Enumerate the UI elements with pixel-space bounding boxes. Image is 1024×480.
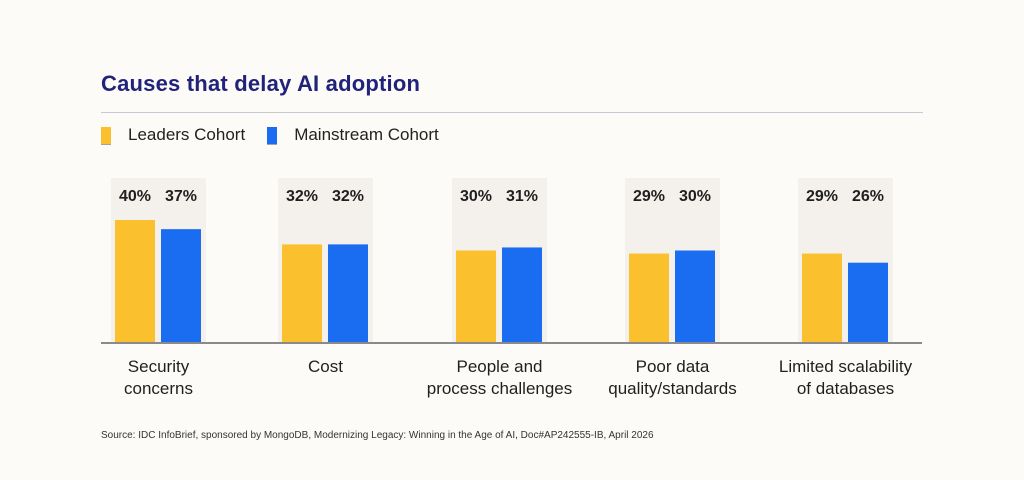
bar-mainstream xyxy=(848,262,888,342)
category-label: Security xyxy=(128,357,190,376)
data-label: 29% xyxy=(633,188,665,205)
category-label: process challenges xyxy=(427,379,573,398)
data-label: 29% xyxy=(806,188,838,205)
bar-leaders xyxy=(629,253,669,342)
legend-label-mainstream: Mainstream Cohort xyxy=(294,125,439,144)
legend-swatch-mainstream xyxy=(267,126,278,145)
chart-title: Causes that delay AI adoption xyxy=(101,71,421,96)
data-label: 32% xyxy=(332,188,364,205)
data-label: 40% xyxy=(119,188,151,205)
category-label: concerns xyxy=(124,379,193,398)
legend-item-mainstream: Mainstream Cohort xyxy=(267,125,439,145)
data-label: 30% xyxy=(460,188,492,205)
data-label: 26% xyxy=(852,188,884,205)
title-divider xyxy=(101,112,923,113)
bar-leaders xyxy=(115,220,155,342)
bar-mainstream xyxy=(675,250,715,342)
data-label: 31% xyxy=(506,188,538,205)
bar-leaders xyxy=(802,253,842,342)
legend-swatch-leaders xyxy=(101,126,111,145)
bar-leaders xyxy=(282,244,322,342)
bar-mainstream xyxy=(502,247,542,342)
source-note: Source: IDC InfoBrief, sponsored by Mong… xyxy=(101,430,654,441)
bar-leaders xyxy=(456,250,496,342)
category-label: Poor data xyxy=(636,357,710,376)
legend-label-leaders: Leaders Cohort xyxy=(128,125,246,144)
bar-mainstream xyxy=(161,229,201,342)
category-label: of databases xyxy=(797,379,894,398)
category-label: quality/standards xyxy=(608,379,737,398)
data-label: 30% xyxy=(679,188,711,205)
category-label: People and xyxy=(456,357,542,376)
bar-mainstream xyxy=(328,244,368,342)
category-label: Cost xyxy=(308,357,343,376)
category-label: Limited scalability xyxy=(779,357,913,376)
data-label: 32% xyxy=(286,188,318,205)
legend: Leaders Cohort Mainstream Cohort xyxy=(101,125,461,145)
data-label: 37% xyxy=(165,188,197,205)
legend-item-leaders: Leaders Cohort xyxy=(101,125,245,145)
